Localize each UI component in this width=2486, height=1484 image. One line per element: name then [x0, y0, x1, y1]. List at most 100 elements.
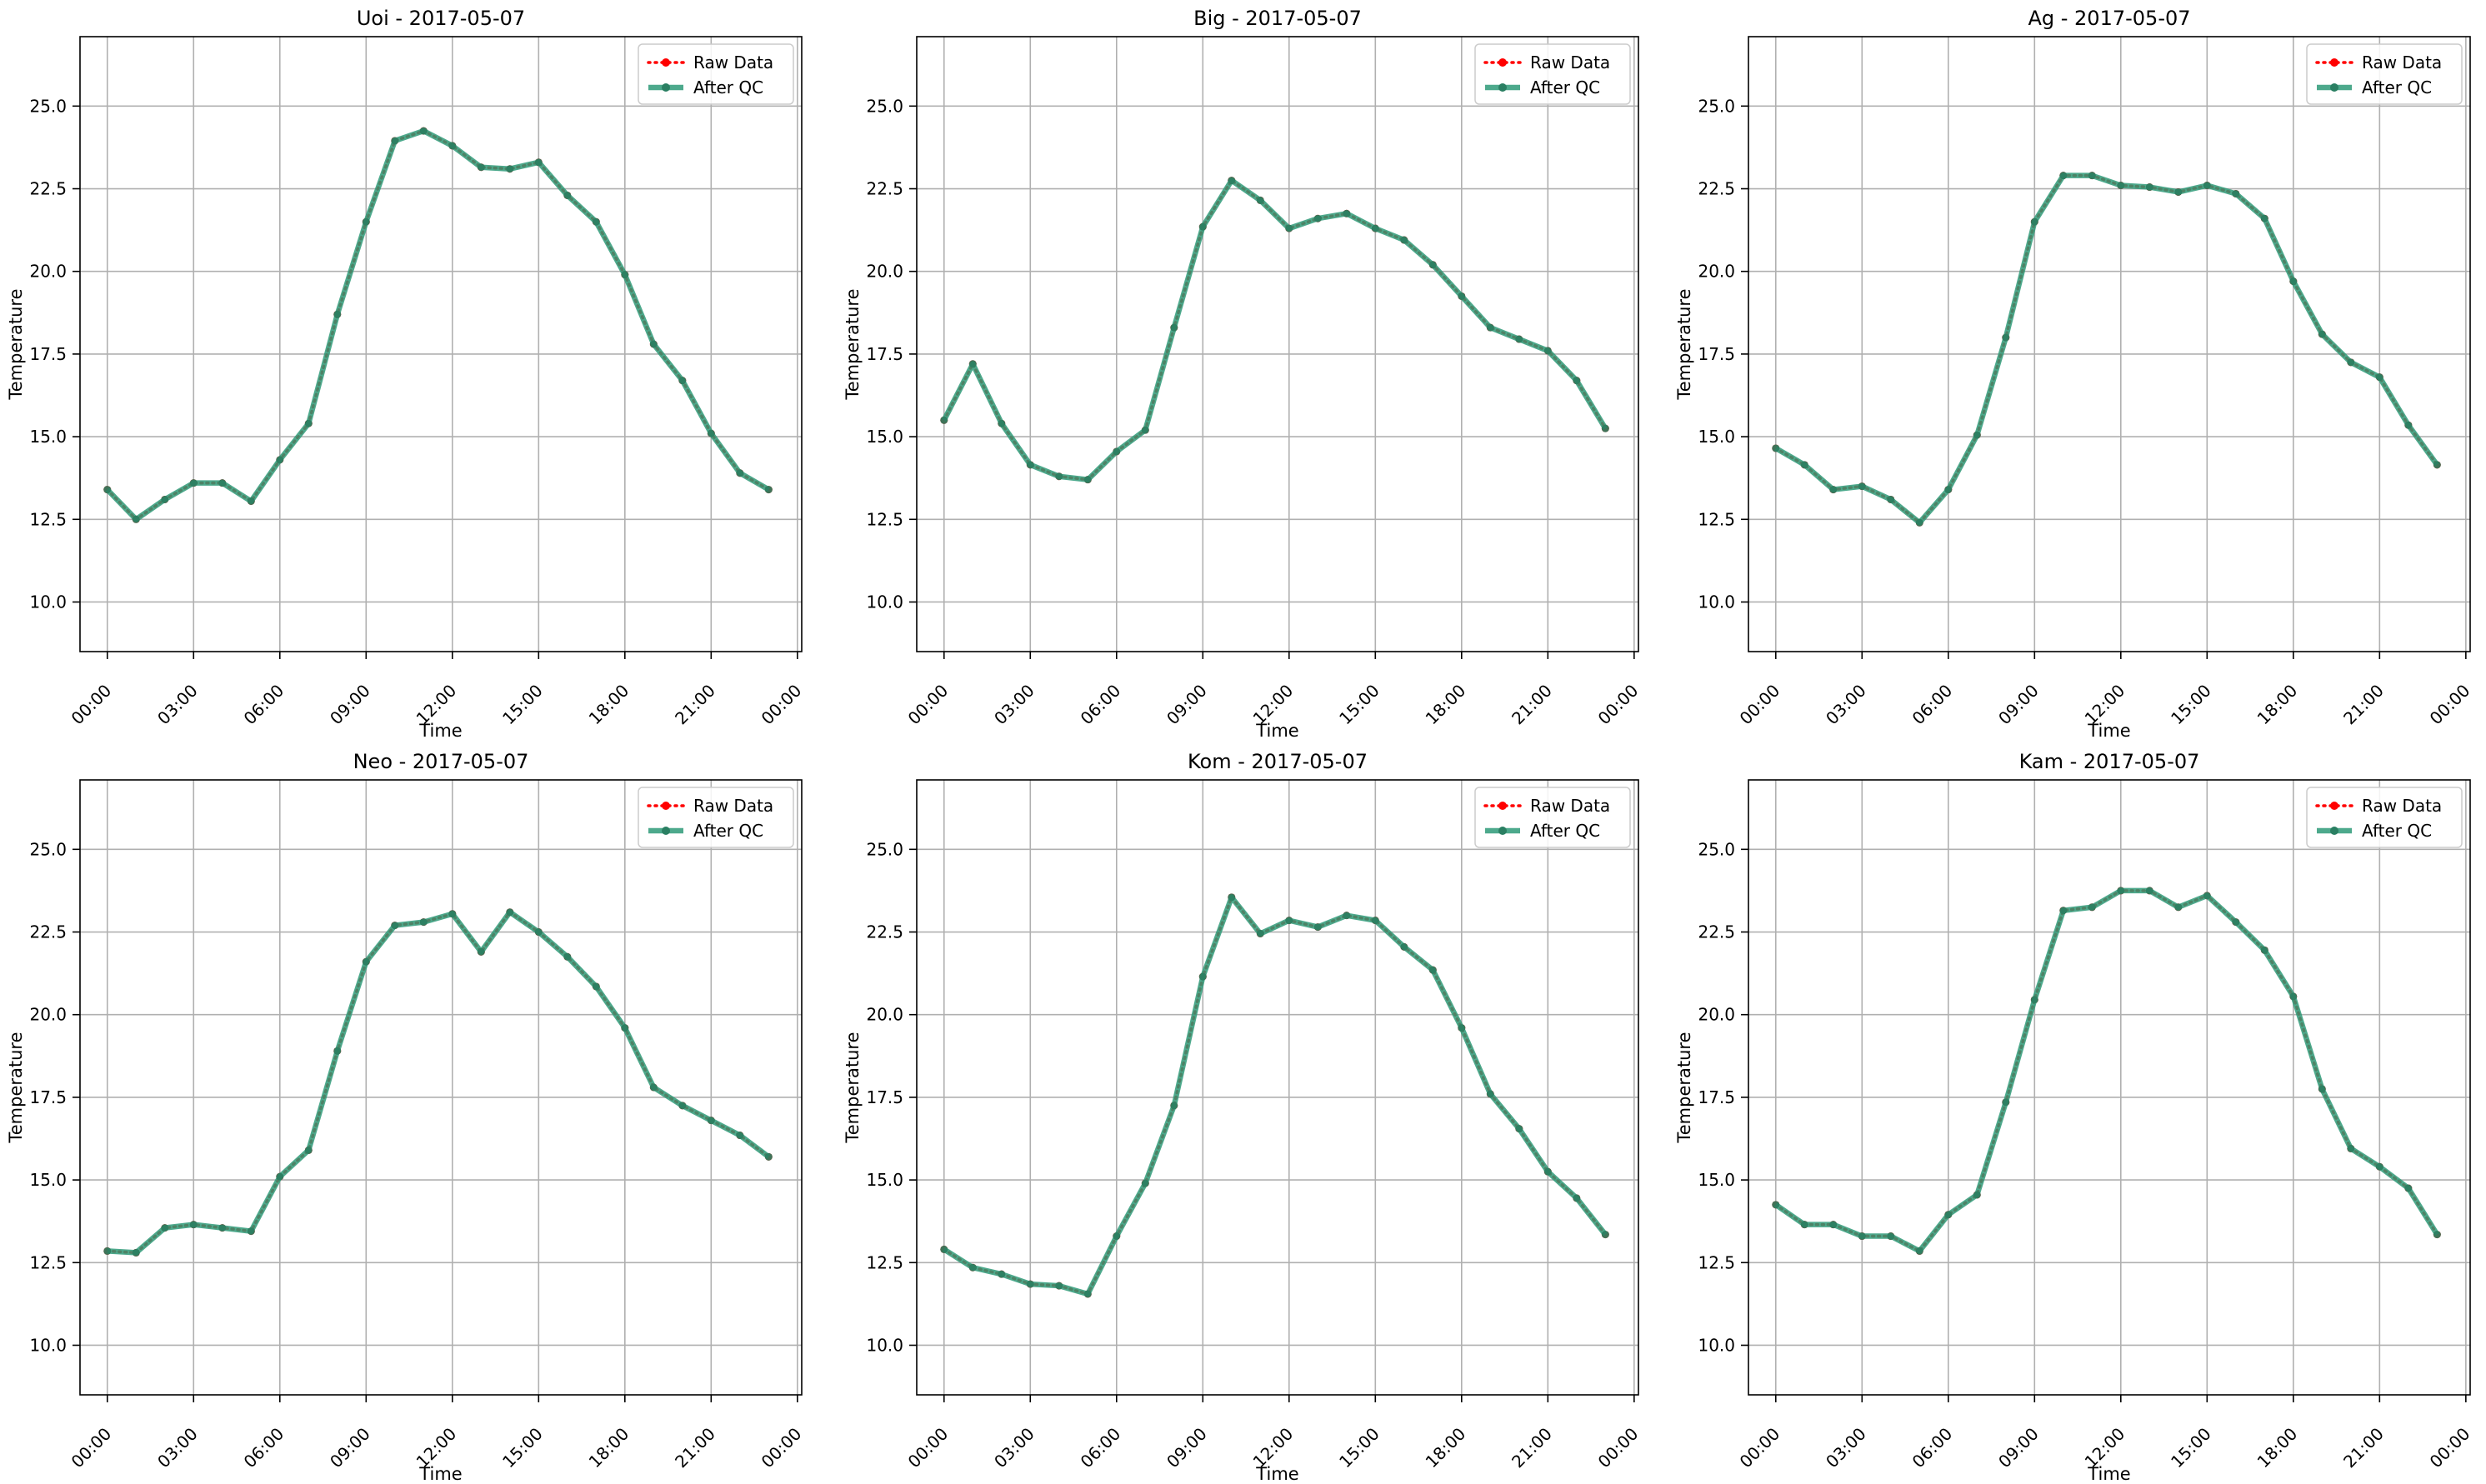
data-point-after-qc — [2404, 1184, 2413, 1192]
data-point-after-qc — [1915, 518, 1923, 527]
chart-panel-3: 10.0 12.5 15.0 17.5 20.0 22.5 25.0 00:00 03:00 06… — [1674, 7, 2473, 741]
data-point-after-qc — [592, 217, 600, 226]
y-tick-label: 25.0 — [866, 839, 903, 859]
chart-panel-2: 10.0 12.5 15.0 17.5 20.0 22.5 25.0 00:00 03:00 06… — [843, 7, 1642, 741]
chart-title: Uoi - 2017-05-07 — [357, 7, 525, 30]
data-point-after-qc — [1428, 966, 1437, 974]
legend: Raw Data After QC — [2306, 43, 2463, 105]
series-line-after-qc — [107, 909, 771, 1256]
data-point-after-qc — [132, 515, 140, 523]
y-tick-label: 17.5 — [866, 344, 903, 364]
data-point-after-qc — [103, 486, 112, 494]
chart-title: Big - 2017-05-07 — [1193, 7, 1362, 30]
x-tick-label: 18:00 — [2253, 681, 2302, 729]
data-point-after-qc — [1256, 196, 1264, 204]
x-axis-label: Time — [1255, 1464, 1298, 1484]
data-point-after-qc — [940, 416, 948, 424]
data-point-after-qc — [649, 340, 658, 348]
data-point-after-qc — [621, 271, 629, 279]
data-point-after-qc — [1915, 1247, 1923, 1255]
series-line-after-qc — [1773, 887, 2440, 1254]
x-tick-label: 00:00 — [758, 681, 806, 729]
data-point-after-qc — [419, 918, 428, 927]
data-point-after-qc — [764, 1152, 773, 1161]
x-tick-label: 06:00 — [240, 681, 288, 729]
data-point-after-qc — [1858, 1232, 1866, 1241]
data-point-after-qc — [2174, 903, 2183, 912]
data-point-after-qc — [362, 957, 370, 966]
x-tick-label: 21:00 — [2339, 1424, 2388, 1472]
x-tick-label: 18:00 — [1422, 681, 1470, 729]
data-point-after-qc — [2375, 373, 2383, 382]
data-point-after-qc — [2289, 277, 2298, 286]
data-point-after-qc — [2117, 182, 2125, 190]
y-tick-label: 12.5 — [1698, 509, 1735, 529]
legend-marker-after-qc — [1498, 83, 1507, 92]
legend-marker-raw-data — [2330, 802, 2338, 810]
data-point-after-qc — [998, 1270, 1006, 1278]
x-tick-label: 00:00 — [68, 1424, 116, 1472]
data-point-after-qc — [2260, 946, 2268, 954]
data-point-after-qc — [2289, 992, 2298, 1001]
data-point-after-qc — [1458, 1024, 1466, 1032]
data-point-after-qc — [1601, 424, 1609, 432]
chart-panel-5: 10.0 12.5 15.0 17.5 20.0 22.5 25.0 00:00 03:00 06… — [843, 750, 1642, 1484]
data-point-after-qc — [2232, 918, 2240, 927]
series-line-raw-data — [943, 178, 1608, 482]
x-tick-label: 21:00 — [1508, 1424, 1556, 1472]
data-point-after-qc — [968, 1263, 977, 1272]
x-axis-label: Time — [418, 721, 462, 741]
y-tick-label: 17.5 — [29, 1087, 67, 1107]
y-axis-label: Temperature — [1674, 288, 1694, 400]
x-tick-label: 00:00 — [904, 1424, 953, 1472]
data-point-after-qc — [304, 1146, 313, 1154]
plot-frame — [916, 36, 1639, 652]
x-tick-label: 15:00 — [498, 681, 547, 729]
data-point-after-qc — [998, 419, 1006, 427]
data-point-after-qc — [707, 429, 715, 437]
x-tick-label: 18:00 — [2253, 1424, 2302, 1472]
x-tick-label: 09:00 — [326, 1424, 374, 1472]
y-tick-label: 17.5 — [29, 344, 67, 364]
data-point-after-qc — [1887, 495, 1895, 503]
data-point-after-qc — [477, 163, 485, 172]
data-point-after-qc — [2318, 330, 2326, 338]
x-axis-label: Time — [2087, 721, 2130, 741]
chart-panel-1: 10.0 12.5 15.0 17.5 20.0 22.5 25.0 00:00 03:00 06… — [6, 7, 805, 741]
legend: Raw Data After QC — [638, 787, 794, 848]
x-tick-label: 00:00 — [1736, 1424, 1784, 1472]
legend-label-raw-data: Raw Data — [693, 796, 773, 816]
plot-frame — [79, 779, 803, 1396]
legend-marker-after-qc — [662, 827, 670, 835]
chart-title: Kom - 2017-05-07 — [1188, 750, 1368, 773]
series-line-after-qc — [1774, 172, 2439, 526]
data-point-after-qc — [1543, 1167, 1552, 1176]
series-line-raw-data — [943, 894, 1608, 1297]
data-point-after-qc — [2232, 189, 2240, 197]
plot-frame — [916, 779, 1639, 1396]
x-tick-label: 00:00 — [68, 681, 116, 729]
x-tick-label: 06:00 — [240, 1424, 288, 1472]
data-point-after-qc — [1973, 1191, 1981, 1199]
series-line-raw-data — [106, 910, 771, 1255]
x-tick-label: 09:00 — [1994, 1424, 2043, 1472]
data-point-after-qc — [506, 908, 514, 917]
data-point-after-qc — [563, 952, 572, 961]
legend-marker-after-qc — [2330, 827, 2338, 835]
data-point-after-qc — [621, 1024, 629, 1032]
data-point-after-qc — [649, 1083, 658, 1092]
y-tick-label: 20.0 — [1698, 262, 1735, 282]
y-tick-label: 10.0 — [866, 1335, 903, 1355]
x-tick-label: 09:00 — [1163, 681, 1211, 729]
y-tick-label: 15.0 — [29, 1170, 67, 1190]
x-tick-label: 09:00 — [326, 681, 374, 729]
y-tick-label: 22.5 — [1698, 922, 1735, 942]
data-point-after-qc — [276, 1172, 284, 1181]
data-point-after-qc — [678, 1102, 687, 1110]
data-point-after-qc — [448, 910, 457, 918]
y-axis-label: Temperature — [843, 288, 863, 400]
y-tick-label: 25.0 — [866, 96, 903, 116]
y-tick-label: 12.5 — [29, 509, 67, 529]
y-tick-label: 20.0 — [1698, 1005, 1735, 1025]
legend: Raw Data After QC — [638, 43, 794, 105]
